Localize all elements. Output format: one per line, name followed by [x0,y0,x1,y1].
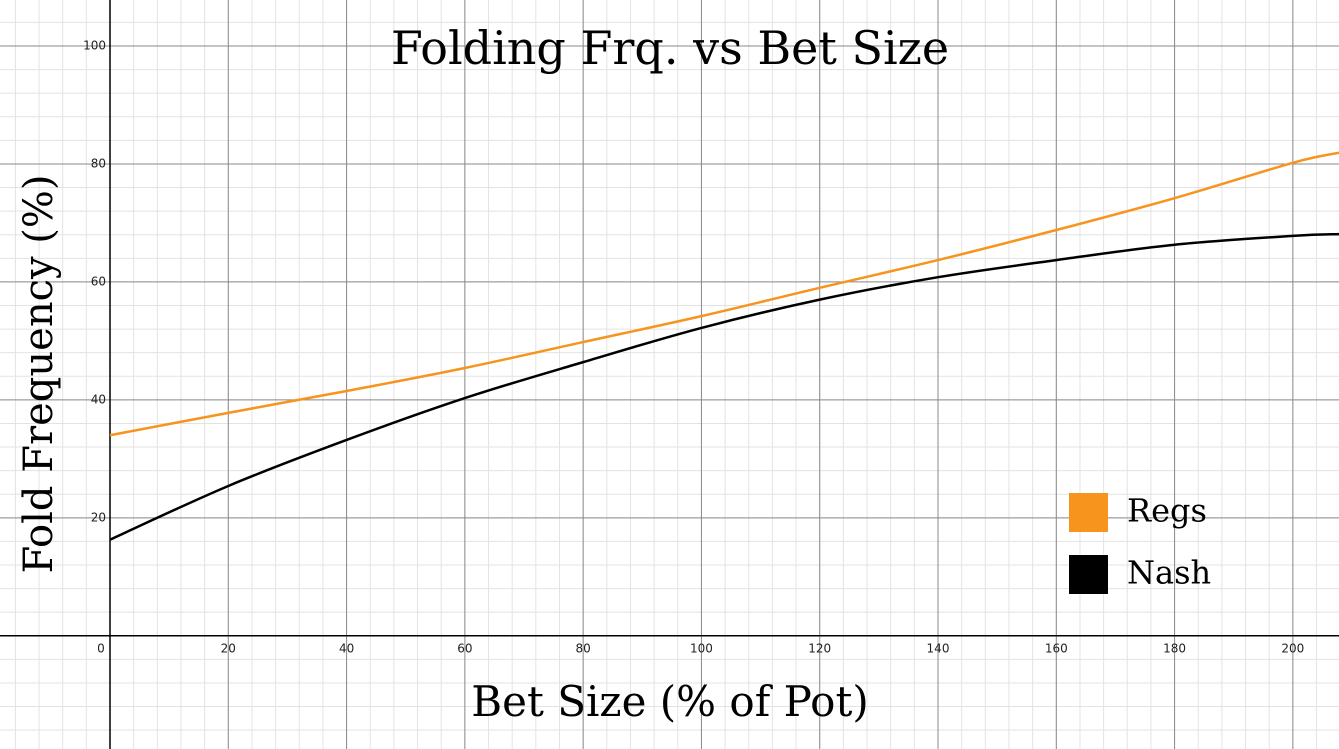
y-tick-label: 40 [91,392,106,406]
x-tick-label: 80 [576,641,591,655]
x-axis-label: Bet Size (% of Pot) [471,677,868,726]
legend-swatch [1069,493,1108,532]
x-tick-label: 160 [1045,641,1068,655]
legend-swatch [1069,555,1108,594]
x-tick-label: 60 [457,641,472,655]
x-tick-label: 180 [1163,641,1186,655]
plot-lines [109,151,1339,541]
labels: 0 20 40 60 80 100 120 140 160 180 200 20 40 60 80 100 [83,39,1304,656]
legend: Regs Nash [1069,492,1211,594]
x-tick-label: 0 [97,641,105,655]
y-tick-label: 20 [91,510,106,524]
x-tick-label: 20 [221,641,236,655]
x-tick-label: 40 [339,641,354,655]
chart-title: Folding Frq. vs Bet Size [391,21,949,75]
series-line [109,151,1339,437]
x-tick-label: 200 [1281,641,1304,655]
x-tick-label: 100 [690,641,713,655]
y-tick-label: 80 [91,156,106,170]
y-tick-label: 60 [91,274,106,288]
y-axis-label: Fold Frequency (%) [16,174,62,573]
y-tick-label: 100 [83,39,106,53]
x-tick-label: 120 [808,641,831,655]
legend-label: Regs [1127,492,1207,530]
x-tick-label: 140 [927,641,950,655]
series-line [109,232,1339,541]
legend-label: Nash [1127,554,1211,592]
